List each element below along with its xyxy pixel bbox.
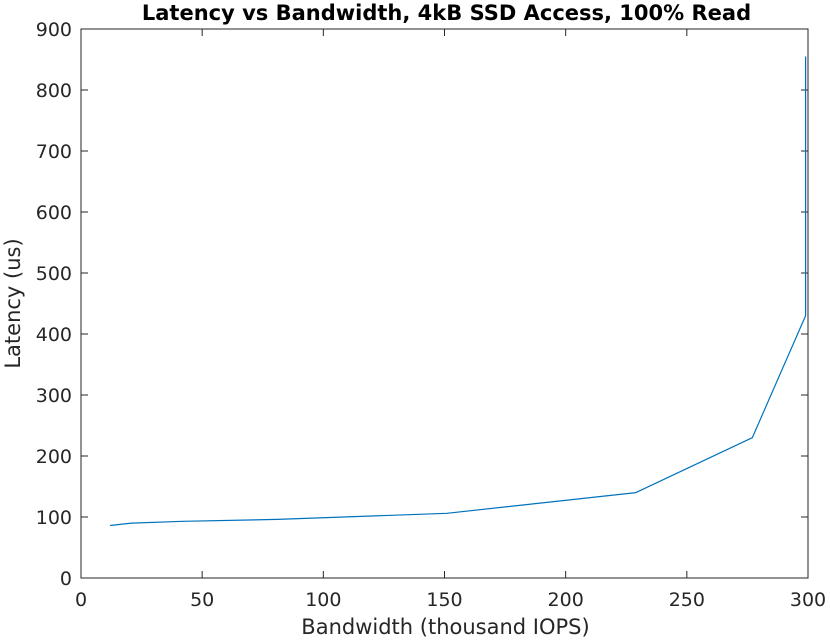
x-tick-label: 150 (426, 589, 462, 611)
y-tick-label: 200 (36, 446, 72, 468)
y-tick-label: 900 (36, 19, 72, 41)
series-line-0 (110, 56, 807, 527)
y-tick-label: 400 (36, 324, 72, 346)
x-tick-label: 300 (790, 589, 826, 611)
y-tick-label: 800 (36, 80, 72, 102)
y-tick-label: 500 (36, 263, 72, 285)
y-tick-label: 700 (36, 141, 72, 163)
plot-frame (80, 28, 809, 579)
x-tick-label: 250 (669, 589, 705, 611)
x-axis-label: Bandwidth (thousand IOPS) (301, 615, 589, 639)
y-tick-label: 0 (60, 568, 72, 590)
y-axis-label: Latency (us) (1, 238, 25, 368)
y-tick-label: 100 (36, 507, 72, 529)
x-tick-label: 200 (548, 589, 584, 611)
x-tick-label: 0 (75, 589, 87, 611)
plot-area (81, 29, 808, 578)
y-tick-label: 600 (36, 202, 72, 224)
x-tick-label: 100 (305, 589, 341, 611)
tick-layer: 0 50 100 150 200 250 300 0 100 200 300 400 500 600 700… (36, 19, 826, 611)
y-tick-label: 300 (36, 385, 72, 407)
chart-title: Latency vs Bandwidth, 4kB SSD Access, 10… (142, 1, 751, 25)
x-tick-label: 50 (190, 589, 214, 611)
series-layer (110, 56, 807, 527)
